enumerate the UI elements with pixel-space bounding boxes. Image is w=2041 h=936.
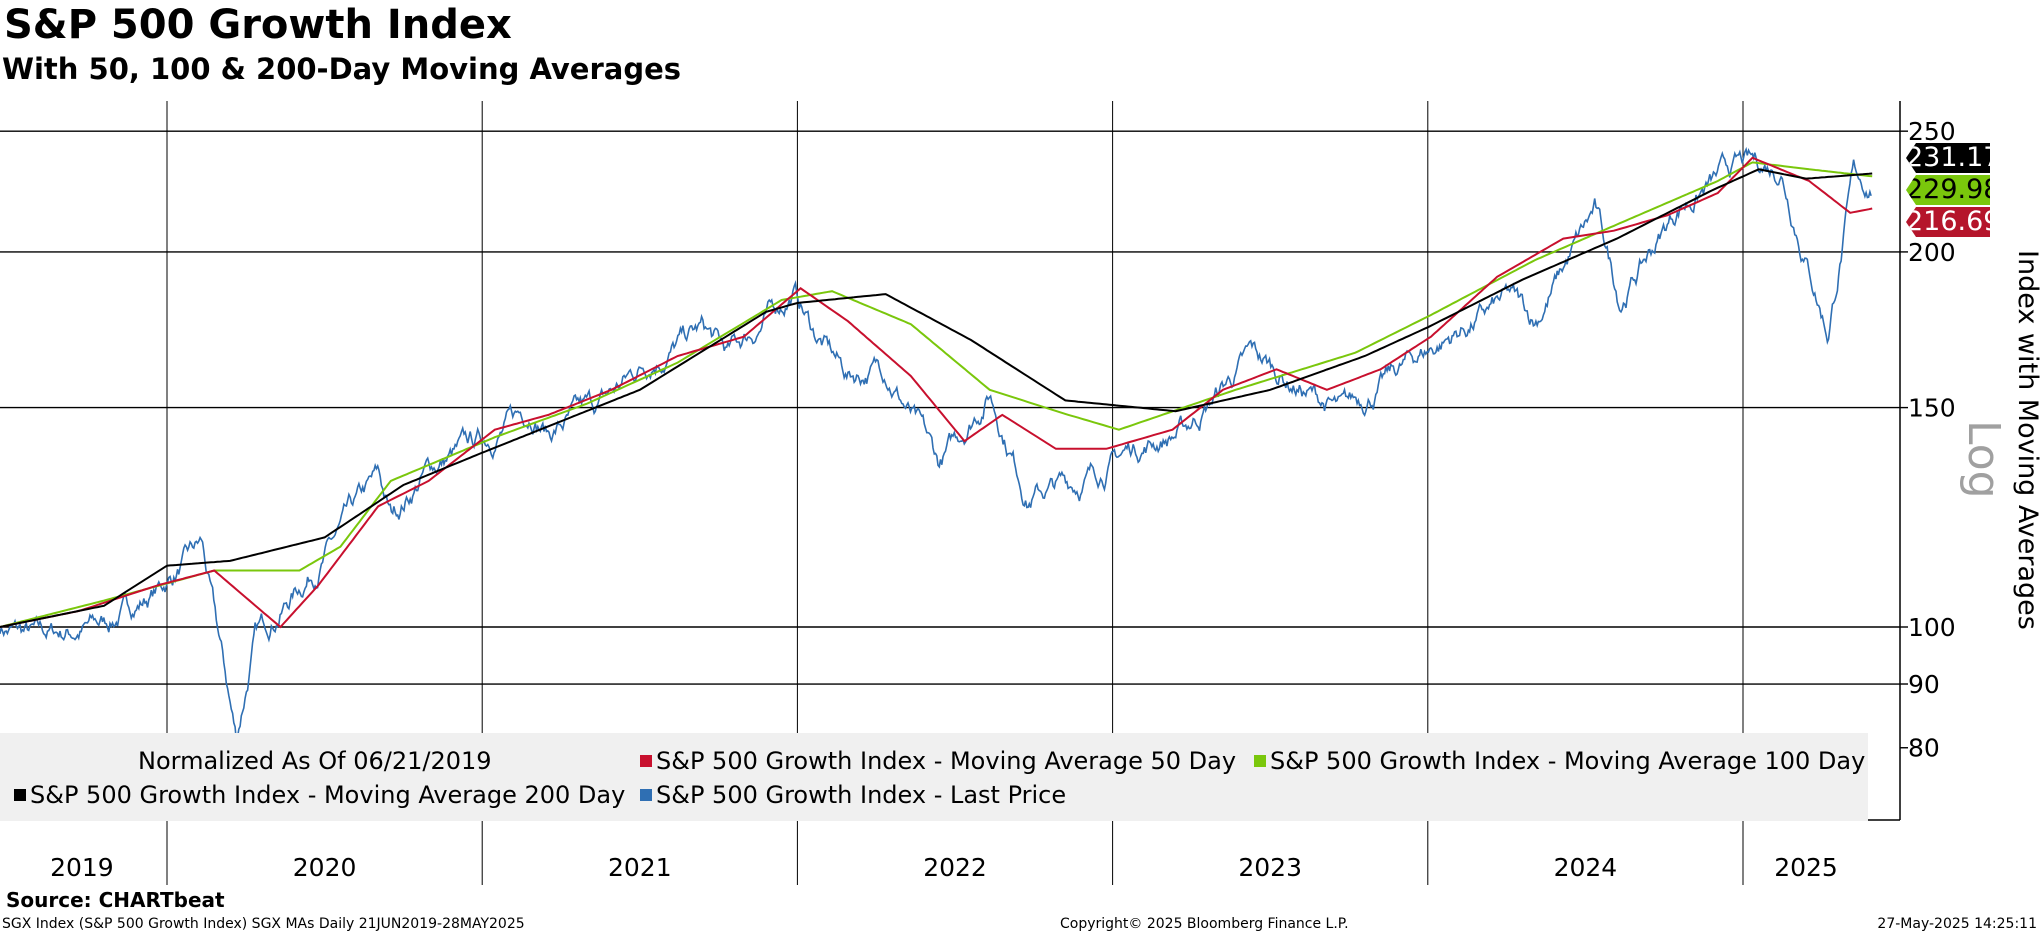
footer-copyright: Copyright© 2025 Bloomberg Finance L.P. bbox=[1060, 916, 1349, 932]
chart-title: S&P 500 Growth Index bbox=[4, 2, 512, 48]
x-tick-label: 2024 bbox=[1554, 853, 1618, 882]
x-tick-label: 2019 bbox=[50, 853, 114, 882]
x-tick-label: 2025 bbox=[1774, 853, 1838, 882]
footer-description: SGX Index (S&P 500 Growth Index) SGX MAs… bbox=[2, 916, 525, 932]
legend-label: S&P 500 Growth Index - Moving Average 50… bbox=[656, 747, 1237, 775]
y-axis-title: Index with Moving Averages bbox=[2012, 250, 2041, 630]
last-value-tag-ma200: 231.17 bbox=[1906, 142, 2001, 173]
legend: Normalized As Of 06/21/2019 S&P 500 Grow… bbox=[0, 733, 1868, 821]
legend-label: S&P 500 Growth Index - Moving Average 10… bbox=[1270, 747, 1866, 775]
legend-swatch bbox=[640, 755, 652, 767]
legend-note-text: Normalized As Of 06/21/2019 bbox=[138, 747, 492, 775]
y-tick-label: 250 bbox=[1908, 117, 1956, 146]
x-tick-label: 2022 bbox=[923, 853, 987, 882]
series-ma-200 bbox=[0, 168, 1873, 628]
y-tick-label: 150 bbox=[1908, 394, 1956, 423]
chart-subtitle: With 50, 100 & 200-Day Moving Averages bbox=[2, 52, 682, 86]
legend-label: S&P 500 Growth Index - Last Price bbox=[656, 781, 1067, 809]
legend-swatch bbox=[1254, 755, 1266, 767]
source-label: Source: CHARTbeat bbox=[6, 888, 225, 912]
log-scale-label: Log bbox=[1958, 420, 2009, 499]
legend-label: S&P 500 Growth Index - Moving Average 20… bbox=[30, 781, 626, 809]
x-tick-label: 2021 bbox=[608, 853, 672, 882]
legend-item-ma200: S&P 500 Growth Index - Moving Average 20… bbox=[14, 781, 625, 809]
y-tick-label: 80 bbox=[1908, 734, 1940, 763]
y-tick-label: 100 bbox=[1908, 613, 1956, 642]
legend-item-last-price: S&P 500 Growth Index - Last Price bbox=[640, 781, 1066, 809]
last-value-tag-ma50: 216.69 bbox=[1906, 206, 2001, 237]
legend-item-ma50: S&P 500 Growth Index - Moving Average 50… bbox=[640, 747, 1236, 775]
legend-note: Normalized As Of 06/21/2019 bbox=[138, 747, 492, 775]
legend-swatch bbox=[14, 789, 26, 801]
last-value-tag-ma100: 229.98 bbox=[1906, 174, 2001, 205]
y-tick-label: 90 bbox=[1908, 670, 1940, 699]
series-ma-50 bbox=[0, 156, 1873, 629]
legend-swatch bbox=[640, 789, 652, 801]
footer-timestamp: 27-May-2025 14:25:11 bbox=[1877, 916, 2037, 932]
series-last-price bbox=[0, 146, 1872, 742]
x-tick-label: 2020 bbox=[293, 853, 357, 882]
y-tick-label: 200 bbox=[1908, 238, 1956, 267]
x-tick-label: 2023 bbox=[1238, 853, 1302, 882]
series-ma-100 bbox=[0, 161, 1873, 628]
legend-item-ma100: S&P 500 Growth Index - Moving Average 10… bbox=[1254, 747, 1865, 775]
